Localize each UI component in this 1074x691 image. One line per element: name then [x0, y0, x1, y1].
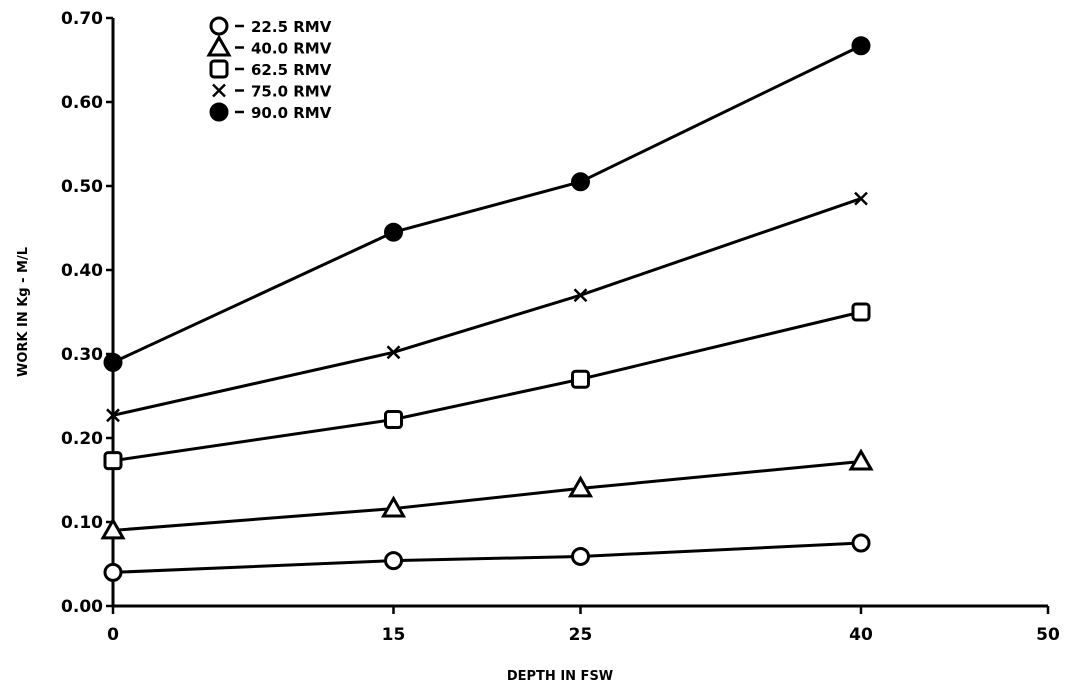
data-point — [380, 495, 407, 518]
legend: 22.5 RMV 40.0 RMV 62.5 RMV 75.0 RMV 90.0 RMV — [206, 16, 332, 122]
data-point — [384, 551, 403, 571]
data-point — [573, 288, 588, 303]
legend-marker — [206, 34, 232, 57]
data-point — [384, 410, 403, 430]
data-point — [100, 517, 126, 540]
data-point — [386, 345, 401, 360]
y-tick-label: 0.10 — [61, 513, 103, 533]
legend-entry: 40.0 RMV — [206, 34, 332, 58]
legend-label: 90.0 RMV — [251, 104, 332, 122]
x-tick-label: 15 — [382, 625, 406, 645]
data-point — [106, 408, 120, 423]
data-point — [851, 533, 871, 553]
x-tick-label: 0 — [107, 625, 119, 645]
legend-marker — [209, 102, 229, 122]
legend-entry: 75.0 RMV — [212, 83, 332, 101]
y-tick-label: 0.50 — [61, 177, 103, 197]
data-point — [571, 546, 590, 566]
series-line — [112, 460, 862, 532]
series-1 — [100, 448, 874, 540]
legend-label: 62.5 RMV — [251, 61, 332, 79]
data-point — [384, 222, 403, 242]
series-line — [112, 541, 862, 574]
series-0 — [103, 533, 871, 582]
ticks: 0 15 25 40 50 0.00 0.10 0.20 0.30 0.40 0.50 0.60 0.7… — [61, 9, 1060, 645]
data-point — [571, 172, 590, 192]
data-point — [103, 562, 123, 582]
data-point — [851, 36, 871, 56]
series-3 — [106, 191, 868, 423]
x-tick-label: 40 — [849, 625, 873, 645]
legend-label: 75.0 RMV — [251, 83, 332, 101]
legend-entry: 90.0 RMV — [209, 102, 332, 122]
x-tick-label: 25 — [569, 625, 593, 645]
y-axis-title: WORK IN Kg - M/L — [16, 247, 31, 377]
x-axis-title: DEPTH IN FSW — [507, 669, 613, 684]
series-line — [112, 310, 862, 463]
y-tick-label: 0.30 — [61, 345, 103, 365]
series-2 — [103, 302, 871, 471]
data-point — [103, 352, 123, 372]
legend-entry: 22.5 RMV — [209, 16, 332, 36]
data-point — [848, 448, 874, 471]
y-tick-label: 0.20 — [61, 429, 103, 449]
y-tick-label: 0.40 — [61, 261, 103, 281]
series-layer — [100, 36, 874, 582]
data-point — [103, 451, 123, 471]
series-4 — [103, 36, 871, 372]
data-point — [854, 191, 868, 206]
data-point — [571, 369, 590, 389]
legend-entry: 62.5 RMV — [209, 59, 332, 79]
legend-marker — [209, 16, 229, 36]
series-line — [112, 44, 862, 364]
y-tick-label: 0.60 — [61, 93, 103, 113]
x-tick-label: 50 — [1036, 625, 1060, 645]
legend-label: 22.5 RMV — [251, 18, 332, 36]
y-tick-label: 0.00 — [61, 597, 103, 617]
data-point — [567, 475, 594, 498]
legend-marker — [209, 59, 229, 79]
legend-marker — [212, 83, 226, 98]
data-point — [851, 302, 871, 322]
y-tick-label: 0.70 — [61, 9, 103, 29]
series-line — [112, 197, 862, 417]
legend-label: 40.0 RMV — [251, 40, 332, 58]
